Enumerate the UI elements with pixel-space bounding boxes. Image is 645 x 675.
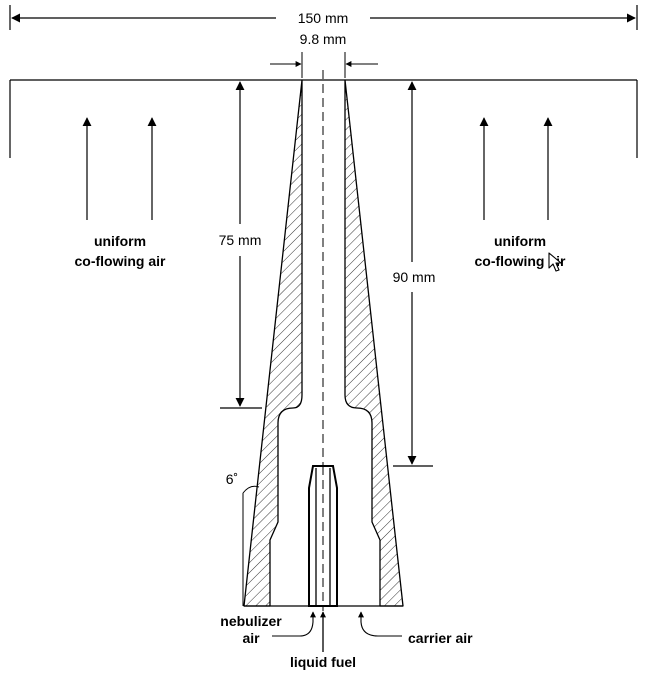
nebulizer-air-callout: nebulizer air — [220, 611, 316, 646]
overall-width-dimension: 150 mm — [9, 5, 638, 30]
outer-length-label: 90 mm — [393, 269, 436, 285]
outer-length-dimension: 90 mm — [393, 81, 436, 467]
liquid-fuel-label: liquid fuel — [290, 654, 356, 670]
overall-width-label: 150 mm — [298, 10, 349, 26]
burner-right-wall — [344, 79, 404, 607]
nebulizer — [308, 465, 338, 607]
liquid-fuel-callout: liquid fuel — [290, 611, 356, 670]
carrier-air-callout: carrier air — [358, 611, 473, 646]
carrier-air-label: carrier air — [408, 630, 473, 646]
left-coflow-label-line2: co-flowing air — [75, 253, 167, 269]
nebulizer-air-label-line2: air — [242, 630, 260, 646]
right-coflow-label-line2: co-flowing air — [475, 253, 567, 269]
right-coflow-label-line1: uniform — [494, 233, 546, 249]
mouse-pointer-icon — [548, 252, 562, 272]
exit-diameter-label: 9.8 mm — [300, 31, 347, 47]
burner-body — [243, 70, 404, 615]
exit-diameter-dimension: 9.8 mm — [270, 31, 378, 78]
inner-length-label: 75 mm — [219, 232, 262, 248]
left-coflow-label-line1: uniform — [94, 233, 146, 249]
coflow-arrows — [82, 117, 553, 220]
nebulizer-air-label-line1: nebulizer — [220, 613, 282, 629]
burner-left-wall — [243, 79, 303, 607]
inner-length-dimension: 75 mm — [219, 81, 262, 409]
coflow-exit-plane — [9, 79, 638, 158]
taper-angle-annotation: 6˚ — [226, 471, 260, 606]
taper-angle-label: 6˚ — [226, 471, 238, 487]
